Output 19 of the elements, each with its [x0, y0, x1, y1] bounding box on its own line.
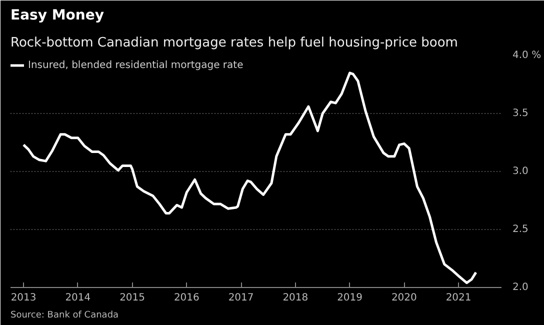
- line-series: [22, 72, 478, 284]
- x-tick-label: 2017: [228, 292, 254, 304]
- x-tick-label: 2019: [337, 292, 363, 304]
- y-tick-label: 2.0: [512, 282, 528, 293]
- y-tick-label: 3.5: [512, 108, 528, 119]
- x-tick-label: 2014: [65, 292, 91, 304]
- x-tick-label: 2015: [120, 292, 146, 304]
- y-tick-label: 4.0 %: [512, 50, 542, 61]
- legend-label: Insured, blended residential mortgage rate: [28, 60, 244, 70]
- x-tick-label: 2016: [174, 292, 200, 304]
- chart-title: Easy Money: [10, 8, 104, 24]
- x-tick-label: 2013: [10, 292, 36, 304]
- y-tick-label: 3.0: [512, 166, 528, 177]
- x-tick-label: 2021: [446, 292, 472, 304]
- source-note: Source: Bank of Canada: [10, 310, 119, 320]
- x-tick-label: 2020: [391, 292, 417, 304]
- y-tick-label: 2.5: [512, 224, 528, 235]
- x-tick-label: 2018: [282, 292, 308, 304]
- chart-subtitle: Rock-bottom Canadian mortgage rates help fuel housing-price boom: [10, 36, 458, 50]
